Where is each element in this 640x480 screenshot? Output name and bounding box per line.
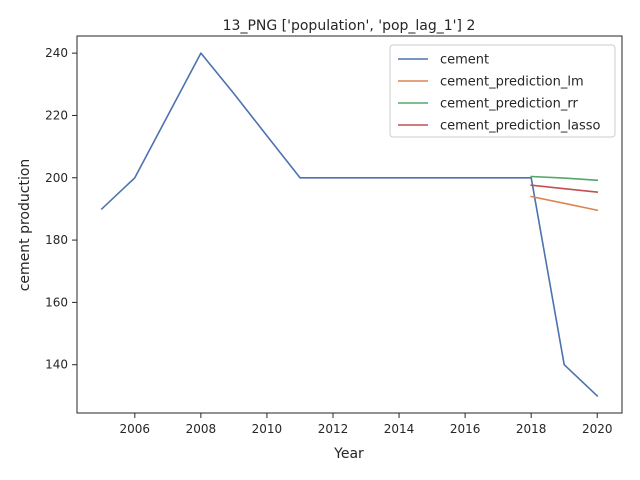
legend-label: cement bbox=[440, 53, 489, 68]
x-tick-label: 2010 bbox=[252, 422, 283, 436]
y-tick-label: 240 bbox=[45, 46, 68, 60]
y-tick-label: 160 bbox=[45, 295, 68, 309]
x-axis-label: Year bbox=[333, 446, 364, 462]
plot-frame bbox=[76, 35, 623, 414]
x-tick-label: 2008 bbox=[186, 422, 217, 436]
legend: cement cement_prediction_lm cement_predict… bbox=[389, 44, 616, 138]
legend-label: cement_prediction_lm bbox=[440, 75, 584, 90]
series-line-cement-prediction-lasso bbox=[530, 184, 599, 193]
x-tick-label: 2016 bbox=[450, 422, 481, 436]
legend-box bbox=[389, 44, 616, 138]
series-line-cement-prediction-rr bbox=[530, 175, 599, 182]
y-axis-label: cement production bbox=[17, 159, 33, 292]
x-tick-label: 2006 bbox=[120, 422, 151, 436]
x-tick-label: 2020 bbox=[582, 422, 613, 436]
y-tick-label: 200 bbox=[45, 171, 68, 185]
y-tick-label: 140 bbox=[45, 358, 68, 372]
x-tick-label: 2018 bbox=[516, 422, 547, 436]
legend-label: cement_prediction_rr bbox=[440, 97, 578, 112]
plot-area bbox=[76, 35, 623, 414]
series-line-cement-prediction-lm bbox=[530, 195, 599, 212]
x-tick-label: 2014 bbox=[384, 422, 415, 436]
legend-label: cement_prediction_lasso bbox=[440, 119, 600, 134]
chart-title: 13_PNG ['population', 'pop_lag_1'] 2 bbox=[223, 18, 476, 34]
y-tick-label: 220 bbox=[45, 108, 68, 122]
x-tick-label: 2012 bbox=[318, 422, 349, 436]
y-axis: 140 160 180 200 220 240 bbox=[45, 46, 77, 372]
y-tick-label: 180 bbox=[45, 233, 68, 247]
series-layer bbox=[100, 52, 599, 398]
series-line-cement bbox=[100, 52, 599, 398]
x-axis: 2006 2008 2010 2012 2014 2016 2018 2020 bbox=[120, 413, 613, 436]
